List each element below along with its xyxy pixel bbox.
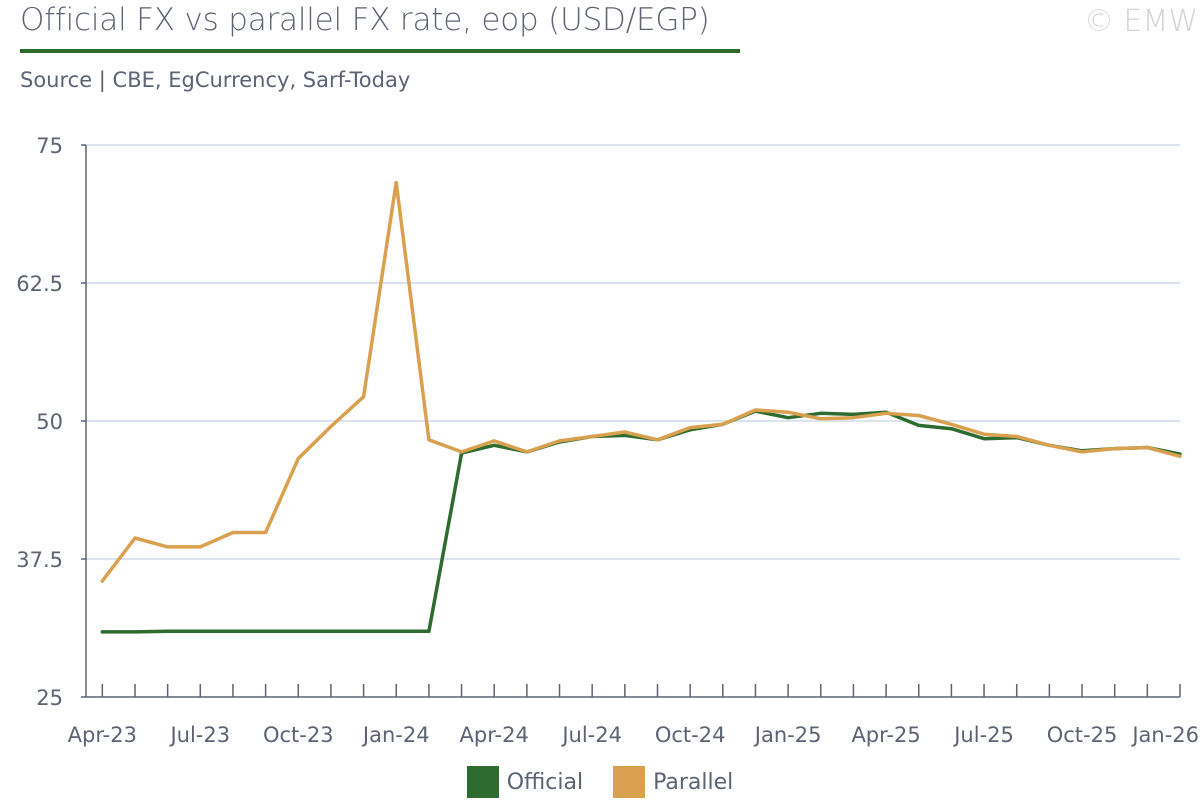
y-tick-label-37.5: 37.5 — [16, 548, 63, 572]
series-lines — [100, 180, 1182, 634]
copyright-watermark: © EMW — [1083, 4, 1198, 39]
legend-label-parallel: Parallel — [653, 769, 734, 795]
gridlines — [86, 144, 1180, 560]
x-tick-label-Apr-25: Apr-25 — [851, 723, 920, 747]
x-tick-label-Oct-25: Oct-25 — [1047, 723, 1118, 747]
x-tick-label-Jul-24: Jul-24 — [560, 723, 622, 747]
legend-swatch-official — [466, 766, 499, 798]
x-tick-label-Jan-26: Jan-26 — [1130, 723, 1199, 747]
x-tick-label-Jan-24: Jan-24 — [361, 723, 430, 747]
legend-item-parallel: Parallel — [613, 766, 733, 798]
x-tick-label-Oct-24: Oct-24 — [655, 723, 726, 747]
series-line-parallel — [100, 180, 1182, 583]
legend-swatch-parallel — [613, 766, 646, 798]
x-tick-label-Apr-24: Apr-24 — [460, 723, 529, 747]
legend-item-official: Official — [466, 766, 584, 798]
legend-label-official: Official — [506, 769, 584, 795]
title-underline — [20, 49, 740, 53]
x-tick-label-Jan-25: Jan-25 — [753, 723, 822, 747]
x-tick-label-Jul-25: Jul-25 — [952, 723, 1014, 747]
x-tick-label-Oct-23: Oct-23 — [263, 723, 334, 747]
y-tick-label-75: 75 — [36, 134, 63, 158]
y-tick-label-50: 50 — [36, 410, 63, 434]
y-tick-label-62.5: 62.5 — [16, 272, 63, 296]
legend: Official Parallel — [0, 764, 1200, 800]
x-tick-label-Apr-23: Apr-23 — [68, 723, 137, 747]
x-tick-label-Jul-23: Jul-23 — [168, 723, 230, 747]
series-line-official — [100, 409, 1182, 634]
chart-source: Source | CBE, EgCurrency, Sarf-Today — [20, 68, 411, 92]
y-tick-label-25: 25 — [36, 686, 63, 710]
chart-title: Official FX vs parallel FX rate, eop (US… — [20, 2, 710, 38]
